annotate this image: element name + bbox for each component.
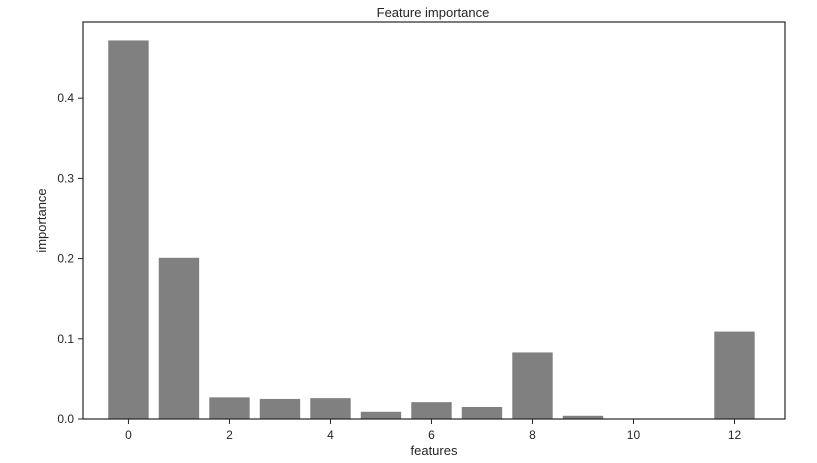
y-tick-label: 0.3 <box>57 171 74 185</box>
y-tick-label: 0.0 <box>57 412 74 426</box>
x-tick-label: 4 <box>327 428 334 442</box>
x-axis-ticks: 0 2 4 6 8 10 12 <box>125 419 741 442</box>
bar-feature-5 <box>360 411 402 419</box>
bar-feature-12 <box>714 331 755 419</box>
y-axis-ticks: 0.0 0.1 0.2 0.3 0.4 <box>57 91 83 426</box>
y-tick-label: 0.1 <box>57 332 74 346</box>
bar-feature-1 <box>158 257 200 419</box>
y-axis-label: importance <box>34 188 49 252</box>
plot-frame <box>82 21 786 420</box>
bar-feature-9 <box>562 415 604 419</box>
bar-feature-4 <box>310 398 351 419</box>
bar-feature-3 <box>259 398 301 419</box>
bars-group <box>108 40 755 419</box>
bar-feature-8 <box>512 352 553 419</box>
x-tick-label: 12 <box>728 428 742 442</box>
y-tick-label: 0.4 <box>57 91 74 105</box>
x-tick-label: 0 <box>125 428 132 442</box>
bar-feature-7 <box>461 406 503 419</box>
x-tick-label: 10 <box>627 428 641 442</box>
bar-feature-6 <box>411 402 452 419</box>
x-tick-label: 6 <box>428 428 435 442</box>
bar-feature-0 <box>108 40 149 419</box>
bar-feature-2 <box>209 397 250 419</box>
chart-title: Feature importance <box>377 5 490 20</box>
x-tick-label: 2 <box>226 428 233 442</box>
x-axis-label: features <box>411 443 458 458</box>
x-tick-label: 8 <box>529 428 536 442</box>
y-tick-label: 0.2 <box>57 252 74 266</box>
